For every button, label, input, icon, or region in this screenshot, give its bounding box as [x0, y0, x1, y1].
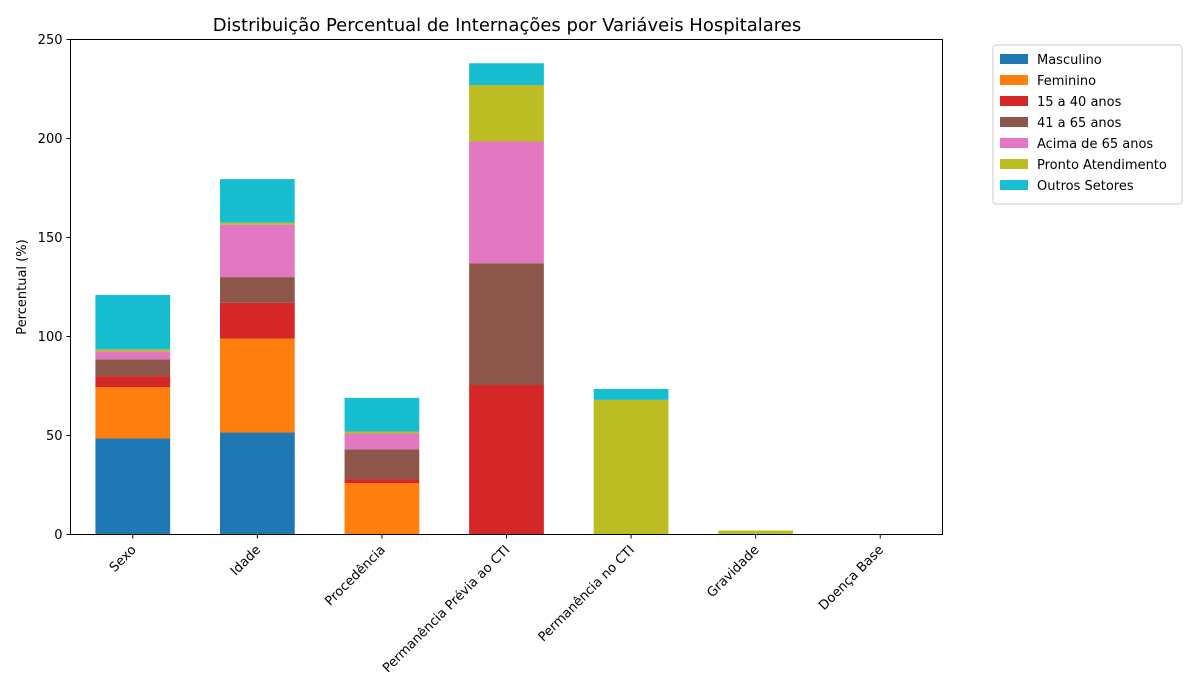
x-tick-label-5: Gravidade: [704, 543, 762, 601]
x-tick-label-1: Idade: [228, 543, 264, 579]
legend-swatch-4: [1000, 138, 1028, 148]
legend-label-3: 41 a 65 anos: [1037, 116, 1122, 131]
legend: Masculino Feminino 15 a 40 anos 41 a 65 ano…: [992, 44, 1183, 205]
chart-title: Distribuição Percentual de Internações p…: [213, 15, 801, 36]
bar-segment-0-0: [95, 438, 171, 535]
bar-segment-1-1: [219, 338, 295, 433]
y-tick-label-5: 250: [38, 33, 63, 48]
y-tick-label-2: 100: [38, 330, 63, 345]
y-tick-label-4: 200: [38, 132, 63, 147]
bar-segment-3-5: [469, 85, 544, 142]
y-tick-label-0: 0: [54, 528, 62, 543]
bar-segment-1-4: [219, 224, 295, 278]
bar-segment-0-3: [95, 359, 171, 377]
bar-segment-3-2: [469, 385, 544, 535]
x-tick-label-0: Sexo: [107, 543, 140, 576]
legend-label-1: Feminino: [1037, 74, 1096, 89]
legend-swatch-3: [1000, 117, 1028, 127]
y-tick-label-3: 150: [38, 231, 63, 246]
bar-segment-0-5: [95, 349, 171, 352]
bar-segment-3-3: [469, 263, 544, 386]
legend-swatch-2: [1000, 96, 1028, 106]
y-axis: 0 50 100 150 200 250: [38, 33, 71, 543]
x-tick-label-6: Doença Base: [816, 543, 887, 614]
legend-swatch-6: [1000, 180, 1028, 190]
bar-segment-4-6: [593, 388, 669, 400]
y-axis-label: Percentual (%): [15, 239, 30, 334]
bar-segment-1-5: [219, 222, 295, 225]
bar-segment-2-4: [344, 433, 420, 450]
bar-segment-2-6: [344, 397, 420, 432]
bar-segment-0-2: [95, 376, 171, 387]
legend-box: [992, 44, 1183, 205]
x-tick-label-3: Permanência Prévia ao CTI: [380, 543, 513, 676]
bar-segment-2-1: [344, 483, 420, 535]
bar-segment-3-6: [469, 63, 544, 86]
bar-segment-2-2: [344, 479, 420, 484]
bar-segment-1-3: [219, 277, 295, 303]
legend-label-4: Acima de 65 anos: [1037, 137, 1153, 152]
x-tick-label-4: Permanência no CTI: [536, 543, 638, 645]
legend-label-5: Pronto Atendimento: [1037, 158, 1167, 173]
bar-segment-1-0: [219, 432, 295, 535]
bar-segment-3-4: [469, 141, 544, 264]
bar-segment-0-4: [95, 351, 171, 360]
legend-swatch-5: [1000, 159, 1028, 169]
legend-swatch-0: [1000, 54, 1028, 64]
bar-segment-5-5: [718, 530, 794, 535]
x-tick-label-2: Procedência: [322, 543, 388, 609]
bar-segment-0-6: [95, 294, 171, 350]
legend-label-6: Outros Setores: [1037, 179, 1134, 194]
bar-segment-2-3: [344, 449, 420, 480]
legend-label-2: 15 a 40 anos: [1037, 95, 1122, 110]
bars-group: [95, 63, 794, 535]
legend-swatch-1: [1000, 75, 1028, 85]
bar-segment-1-2: [219, 302, 295, 339]
bar-segment-1-6: [219, 179, 295, 223]
bar-segment-0-1: [95, 386, 171, 439]
bar-segment-2-5: [344, 431, 420, 434]
y-tick-label-1: 50: [46, 429, 63, 444]
legend-label-0: Masculino: [1037, 53, 1102, 68]
bar-segment-4-5: [593, 399, 669, 535]
